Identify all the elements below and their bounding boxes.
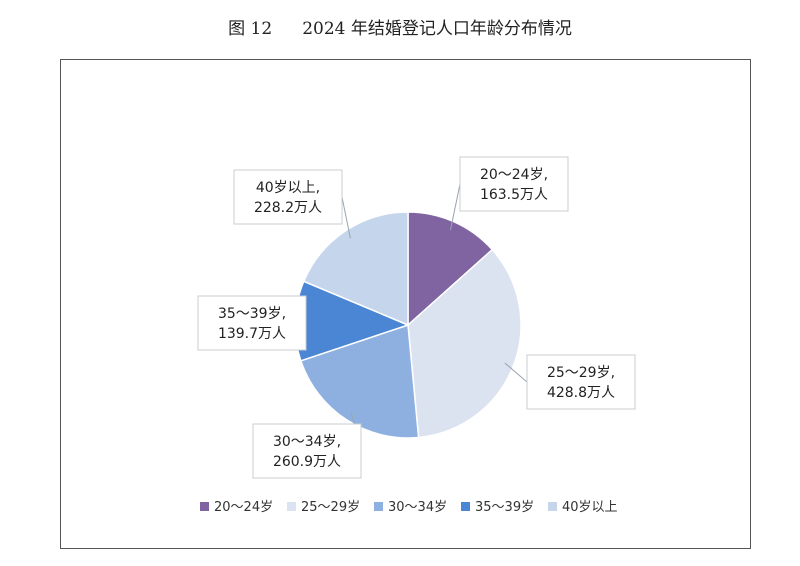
data-label-value-2: 428.8万人 (547, 385, 615, 401)
pie-slice-1 (407, 211, 494, 327)
callout-box-4 (197, 295, 307, 351)
figure-number: 图 12 (228, 19, 273, 39)
pie-slices (294, 211, 522, 439)
legend-swatch-2 (287, 502, 296, 511)
callout-box-2 (526, 354, 636, 410)
data-label-category-1: 20～24岁, (480, 167, 548, 183)
legend-label-2: 25～29岁 (301, 500, 360, 515)
figure-title: 图 12 2024 年结婚登记人口年龄分布情况 (0, 14, 800, 39)
legend-swatch-5 (548, 502, 557, 511)
data-label-category-3: 30～34岁, (273, 434, 341, 450)
legend: 20～24岁 25～29岁 30～34岁 35～39岁 40岁以上 (200, 500, 618, 515)
callout-line-2 (504, 362, 528, 383)
legend-swatch-4 (461, 502, 470, 511)
data-label-category-4: 35～39岁, (218, 306, 286, 322)
callout-line-1 (449, 183, 461, 231)
data-label-value-5: 228.2万人 (254, 200, 322, 216)
data-label-category-2: 25～29岁, (547, 365, 615, 381)
label-callouts: 20～24岁, 163.5万人 25～29岁, 428.8万人 30～34岁, 260.9… (197, 156, 636, 479)
callout-box-5 (233, 169, 343, 225)
data-label-value-4: 139.7万人 (218, 326, 286, 342)
pie-slice-2 (407, 248, 522, 439)
legend-label-1: 20～24岁 (214, 500, 273, 515)
data-label-category-5: 40岁以上, (256, 180, 320, 196)
legend-swatch-3 (374, 502, 383, 511)
legend-label-4: 35～39岁 (475, 500, 534, 515)
figure-title-text: 2024 年结婚登记人口年龄分布情况 (302, 19, 572, 39)
data-label-value-1: 163.5万人 (480, 187, 548, 203)
pie-slice-3 (299, 323, 420, 439)
callout-line-5 (341, 196, 351, 239)
legend-swatch-1 (200, 502, 209, 511)
legend-label-3: 30～34岁 (388, 500, 447, 515)
callout-box-1 (459, 156, 569, 212)
data-label-value-3: 260.9万人 (273, 454, 341, 470)
pie-slice-5 (302, 211, 409, 327)
callout-box-3 (252, 423, 362, 479)
legend-label-5: 40岁以上 (562, 500, 618, 515)
